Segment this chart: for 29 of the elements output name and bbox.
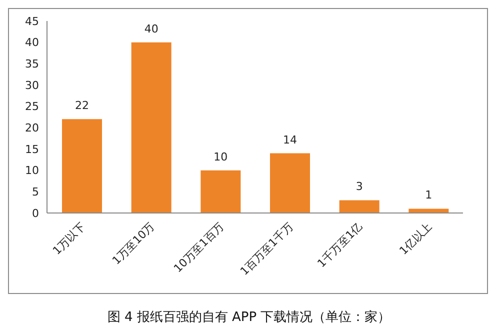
y-tick-label: 5 (32, 186, 39, 199)
y-tick-label: 20 (25, 122, 39, 135)
x-tick-label: 1万以下 (50, 220, 88, 258)
y-tick-label: 30 (25, 78, 39, 92)
data-label: 14 (283, 133, 297, 146)
y-tick-label: 35 (25, 58, 39, 71)
bar (339, 200, 380, 213)
bar (200, 170, 241, 213)
x-tick-label: 10万至1百万 (171, 220, 226, 276)
x-tick-label: 1百万至1千万 (238, 220, 296, 278)
x-tick-label: 1亿以上 (396, 220, 434, 258)
y-tick-label: 40 (25, 36, 39, 50)
data-label: 1 (425, 188, 432, 202)
y-tick-label: 15 (25, 142, 39, 156)
y-tick-label: 10 (25, 164, 39, 178)
data-label: 22 (75, 99, 89, 112)
text: 图 4 报纸百强的自有 APP 下载情况（单位：家） (106, 309, 392, 326)
bar (408, 208, 449, 213)
x-tick-label: 1万至10万 (110, 220, 158, 268)
y-tick-label: 45 (25, 14, 39, 28)
data-label: 3 (356, 180, 363, 194)
x-tick-label: 1千万至1亿 (314, 220, 366, 270)
bar (131, 42, 172, 213)
y-tick-label: 25 (25, 100, 39, 114)
bar (270, 153, 310, 213)
data-label: 40 (144, 22, 158, 36)
data-label: 10 (214, 150, 228, 164)
y-tick-label: 0 (32, 206, 39, 220)
bar (62, 119, 102, 213)
